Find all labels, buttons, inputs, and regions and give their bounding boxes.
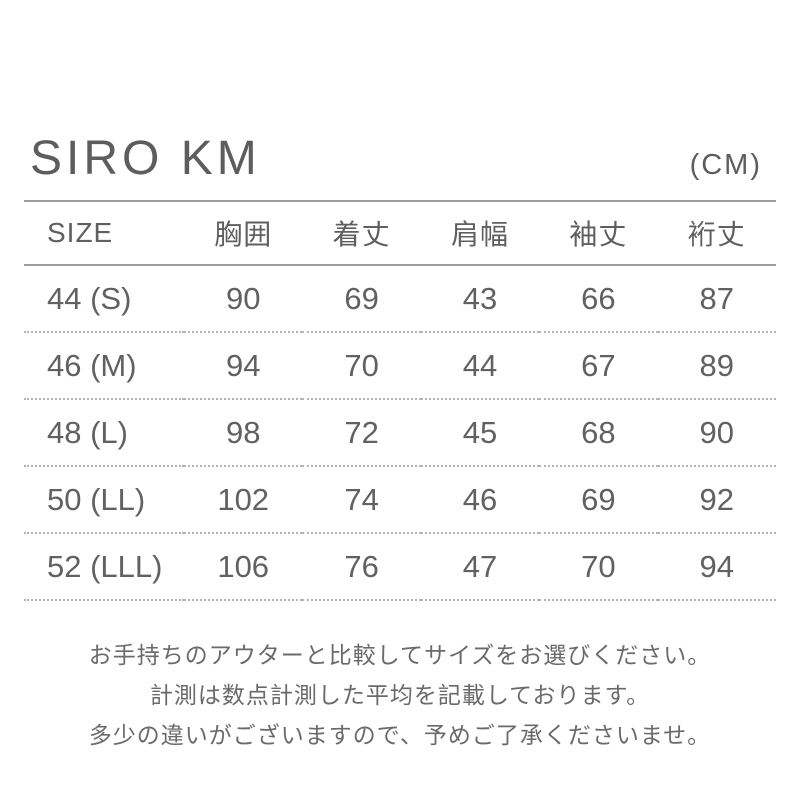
measurement-cell: 67 — [539, 332, 658, 400]
column-header-size: SIZE — [24, 201, 184, 266]
column-header-shoulder: 肩幅 — [420, 201, 540, 266]
size-cell: 52 (LLL) — [24, 533, 184, 601]
measurement-cell: 44 — [420, 332, 540, 400]
table-row: 52 (LLL) 106 76 47 70 94 — [24, 533, 776, 601]
measurement-cell: 76 — [302, 533, 421, 601]
note-line: お手持ちのアウターと比較してサイズをお選びください。 — [88, 642, 712, 668]
measurement-cell: 68 — [539, 399, 658, 467]
measurement-cell: 98 — [184, 399, 303, 467]
measurement-cell: 87 — [657, 265, 776, 333]
measurement-cell: 89 — [657, 332, 776, 400]
measurement-cell: 74 — [302, 466, 421, 534]
size-cell: 46 (M) — [24, 332, 184, 400]
table-row: 46 (M) 94 70 44 67 89 — [24, 332, 776, 400]
measurement-cell: 47 — [420, 533, 540, 601]
note-line: 多少の違いがございますので、予めご了承くださいませ。 — [88, 722, 712, 748]
unit-label: (CM) — [689, 149, 762, 181]
measurement-cell: 94 — [657, 533, 776, 601]
size-notes: お手持ちのアウターと比較してサイズをお選びください。 計測は数点計測した平均を記… — [24, 635, 776, 755]
measurement-cell: 90 — [657, 399, 776, 467]
table-header-row: SIZE 胸囲 着丈 肩幅 袖丈 裄丈 — [24, 201, 776, 266]
measurement-cell: 72 — [302, 399, 421, 467]
column-header-sleeve: 袖丈 — [539, 201, 658, 266]
page-title: SIRO KM — [30, 132, 261, 185]
size-cell: 48 (L) — [24, 399, 184, 467]
table-row: 48 (L) 98 72 45 68 90 — [24, 399, 776, 467]
measurement-cell: 69 — [302, 265, 421, 333]
measurement-cell: 106 — [184, 533, 303, 601]
column-header-yuki: 裄丈 — [657, 201, 776, 266]
measurement-cell: 69 — [539, 466, 658, 534]
measurement-cell: 46 — [420, 466, 540, 534]
measurement-cell: 45 — [420, 399, 540, 467]
measurement-cell: 92 — [657, 466, 776, 534]
size-cell: 50 (LL) — [24, 466, 184, 534]
measurement-cell: 70 — [302, 332, 421, 400]
measurement-cell: 66 — [539, 265, 658, 333]
measurement-cell: 102 — [184, 466, 303, 534]
note-line: 計測は数点計測した平均を記載しております。 — [149, 682, 651, 708]
measurement-cell: 90 — [184, 265, 303, 333]
column-header-length: 着丈 — [302, 201, 421, 266]
titlebar: SIRO KM (CM) — [24, 0, 776, 186]
table-row: 44 (S) 90 69 43 66 87 — [24, 265, 776, 333]
size-chart-page: SIRO KM (CM) SIZE 胸囲 着丈 肩幅 袖丈 裄丈 44 (S) … — [24, 0, 776, 755]
measurement-cell: 43 — [420, 265, 540, 333]
table-row: 50 (LL) 102 74 46 69 92 — [24, 466, 776, 534]
measurement-cell: 70 — [539, 533, 658, 601]
size-table: SIZE 胸囲 着丈 肩幅 袖丈 裄丈 44 (S) 90 69 43 66 8… — [24, 200, 776, 601]
measurement-cell: 94 — [184, 332, 303, 400]
size-cell: 44 (S) — [24, 265, 184, 333]
column-header-chest: 胸囲 — [184, 201, 303, 266]
